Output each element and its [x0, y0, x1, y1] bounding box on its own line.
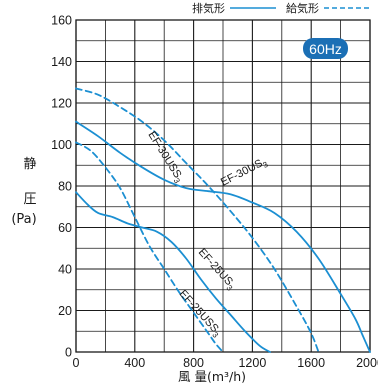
grid	[75, 19, 371, 353]
x-tick-label: 1200	[238, 356, 266, 370]
series-label-2: EF-25US3	[194, 246, 238, 293]
series-label-3: EF-25USS3	[175, 288, 224, 340]
series-line-2	[75, 191, 271, 353]
plot-frame	[75, 19, 371, 353]
y-tick-label: 120	[51, 97, 72, 111]
x-tick-label: 400	[124, 356, 145, 370]
y-tick-label: 100	[51, 138, 72, 152]
y-tick-label: 0	[65, 346, 72, 360]
series-line-3	[75, 141, 224, 353]
series-label-1: EF-30USS3	[144, 129, 186, 185]
x-tick-label: 0	[73, 356, 80, 370]
legend-label-exhaust: 排気形	[192, 1, 225, 15]
badge-text: 60Hz	[309, 41, 342, 57]
x-tick-label: 1600	[297, 356, 325, 370]
badge-background	[303, 38, 348, 59]
x-tick-label: 800	[183, 356, 204, 370]
y-tick-label: 20	[58, 304, 72, 318]
legend: 排気形 給気形	[192, 1, 370, 15]
y-tick-label: 60	[58, 221, 72, 235]
y-tick-label: 140	[51, 55, 72, 69]
y-axis-label-2: 圧	[23, 192, 36, 207]
series-line-1	[75, 87, 320, 353]
y-axis-label-1: 静	[23, 157, 36, 172]
series-label-0: EF-30US3	[219, 155, 270, 190]
series-layer	[75, 87, 371, 353]
y-tick-label: 40	[58, 263, 72, 277]
series-line-0	[75, 120, 371, 353]
y-tick-label: 160	[51, 14, 72, 28]
y-axis-label-unit: (Pa)	[11, 212, 36, 227]
legend-label-supply: 給気形	[286, 1, 319, 15]
x-axis-label: 風 量(m³/h)	[178, 369, 246, 383]
frequency-badge: 60Hz	[303, 38, 348, 59]
y-tick-label: 80	[58, 180, 72, 194]
